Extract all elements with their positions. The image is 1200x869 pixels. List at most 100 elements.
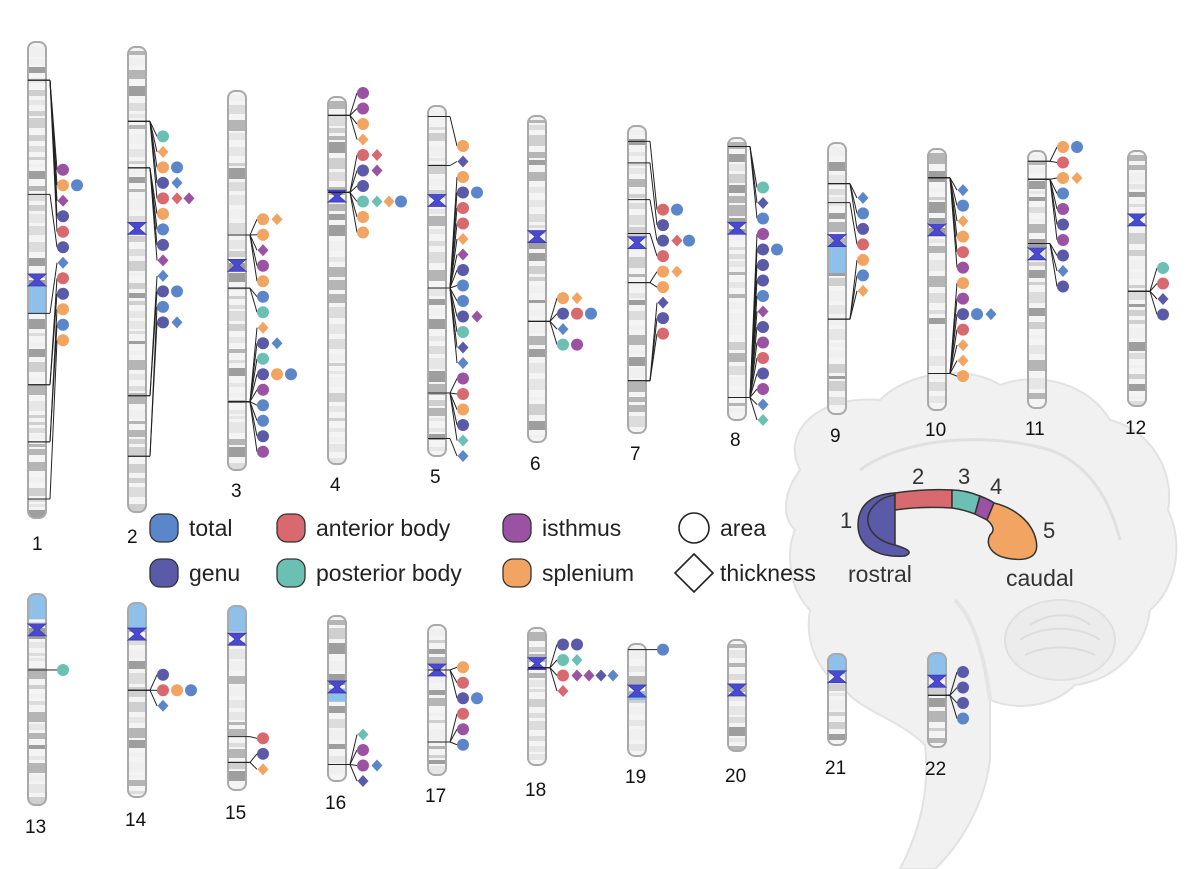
chromosome-2-band bbox=[128, 51, 146, 55]
chromosome-21-outline bbox=[827, 653, 847, 746]
chromosome-13-band bbox=[28, 797, 46, 805]
chromosome-20-band bbox=[728, 650, 746, 658]
chromosome-15-band bbox=[228, 749, 246, 758]
marker-genu-area-icon bbox=[457, 692, 469, 705]
chromosome-9-band bbox=[828, 381, 846, 391]
marker-splenium-area-icon bbox=[157, 207, 169, 220]
marker-splenium-area-icon bbox=[257, 275, 269, 288]
chromosome-17-band bbox=[428, 690, 446, 695]
chromosome-20-band bbox=[728, 696, 746, 701]
marker-total-area-icon bbox=[257, 399, 269, 412]
chromosome-5-centromere bbox=[426, 194, 448, 207]
chromosome-4-band bbox=[328, 444, 346, 452]
chromosome-11-band bbox=[1028, 191, 1046, 194]
marker-isthmus-thickness-icon bbox=[457, 248, 469, 261]
marker-total-area-icon bbox=[457, 295, 469, 307]
chromosome-1-band bbox=[28, 157, 46, 160]
marker-genu-area-icon bbox=[757, 243, 769, 256]
chromosome-6-band bbox=[528, 300, 546, 303]
chromosome-2-band bbox=[128, 478, 146, 483]
chromosome-10-band bbox=[928, 340, 946, 349]
marker-genu-area-icon bbox=[257, 747, 269, 760]
chromosome-2-band bbox=[128, 410, 146, 419]
chromosome-7-band bbox=[628, 203, 646, 209]
chromosome-18-band bbox=[528, 632, 546, 641]
chromosome-4-band bbox=[328, 377, 346, 387]
marker-total-area-icon bbox=[395, 195, 407, 208]
hit-leader-line bbox=[849, 290, 858, 320]
chromosome-3-band bbox=[228, 251, 246, 257]
chromosome-12-band bbox=[1128, 260, 1146, 269]
chromosome-16-band bbox=[328, 765, 346, 774]
hit-leader-line bbox=[249, 358, 258, 402]
chromosome-15-band bbox=[228, 771, 246, 781]
chromosome-21-band bbox=[828, 734, 846, 740]
chromosome-2-band bbox=[128, 114, 146, 118]
hit-leader-line bbox=[349, 154, 358, 193]
marker-total-area-icon bbox=[857, 207, 869, 220]
chromosome-2-band bbox=[128, 421, 146, 424]
chromosome-13-band bbox=[28, 658, 46, 661]
marker-genu-area-icon bbox=[957, 308, 969, 321]
chromosome-15-band bbox=[228, 762, 246, 769]
marker-total-area-icon bbox=[971, 308, 983, 321]
chromosome-13-band bbox=[28, 668, 46, 679]
hit-leader-line bbox=[449, 287, 458, 302]
chromosome-19-band bbox=[628, 676, 646, 687]
chromosome-13-band bbox=[28, 694, 46, 698]
hit-leader-line bbox=[449, 287, 458, 364]
marker-total-thickness-icon bbox=[371, 759, 383, 772]
marker-genu-area-icon bbox=[957, 681, 969, 694]
marker-total-area-icon bbox=[585, 307, 597, 320]
chromosome-1-band bbox=[28, 118, 46, 128]
chromosome-6-hits bbox=[528, 292, 597, 351]
chromosome-16-band bbox=[328, 730, 346, 740]
chromosome-15-band bbox=[228, 676, 246, 684]
chromosome-18: 18 bbox=[525, 627, 619, 801]
chromosome-1-band bbox=[28, 477, 46, 482]
marker-genu-thickness-icon bbox=[657, 296, 669, 309]
chromosome-2-band bbox=[128, 311, 146, 318]
cc-label-2: 2 bbox=[912, 464, 924, 489]
chromosome-label-21: 21 bbox=[825, 758, 846, 779]
marker-total-area-icon bbox=[157, 223, 169, 236]
chromosome-6-band bbox=[528, 241, 546, 249]
chromosome-4-band bbox=[328, 225, 346, 236]
chromosome-2-band bbox=[128, 360, 146, 370]
legend-label-total: total bbox=[189, 515, 232, 541]
chromosome-20-band bbox=[728, 746, 746, 750]
chromosome-6-band bbox=[528, 225, 546, 228]
chromosome-3-band bbox=[228, 209, 246, 219]
chromosome-2-band bbox=[128, 70, 146, 79]
marker-anterior_body-area-icon bbox=[157, 684, 169, 697]
hit-leader-line bbox=[149, 690, 158, 707]
marker-isthmus-thickness-icon bbox=[257, 244, 269, 257]
chromosome-21: 21 bbox=[825, 653, 848, 779]
chromosome-3-band bbox=[228, 410, 246, 414]
brain-outline bbox=[784, 372, 1178, 869]
chromosome-6-band bbox=[528, 435, 546, 438]
marker-isthmus-thickness-icon bbox=[571, 669, 583, 682]
marker-anterior_body-area-icon bbox=[657, 327, 669, 340]
chromosome-22-outline bbox=[927, 652, 947, 748]
marker-total-thickness-icon bbox=[157, 269, 169, 282]
chromosome-1-band bbox=[28, 214, 46, 223]
chromosome-7-body bbox=[628, 126, 646, 433]
chromosome-1-band bbox=[28, 186, 46, 191]
chromosome-16-band bbox=[328, 661, 346, 671]
chromosome-label-19: 19 bbox=[625, 767, 646, 788]
chromosome-10: 10 bbox=[925, 148, 997, 441]
chromosome-7-band bbox=[628, 357, 646, 366]
legend-swatch-splenium bbox=[502, 558, 532, 588]
chromosome-9: 9 bbox=[826, 142, 869, 447]
cc-seg-1 bbox=[857, 492, 910, 557]
marker-genu-area-icon bbox=[557, 307, 569, 320]
chromosome-9-band bbox=[828, 343, 846, 347]
hit-leader-line bbox=[849, 183, 858, 199]
marker-splenium-area-icon bbox=[357, 226, 369, 239]
chromosome-8-band bbox=[728, 302, 746, 309]
hit-leader-line bbox=[449, 713, 458, 743]
chromosome-18-body bbox=[528, 628, 546, 765]
chromosome-3-band bbox=[228, 360, 246, 363]
